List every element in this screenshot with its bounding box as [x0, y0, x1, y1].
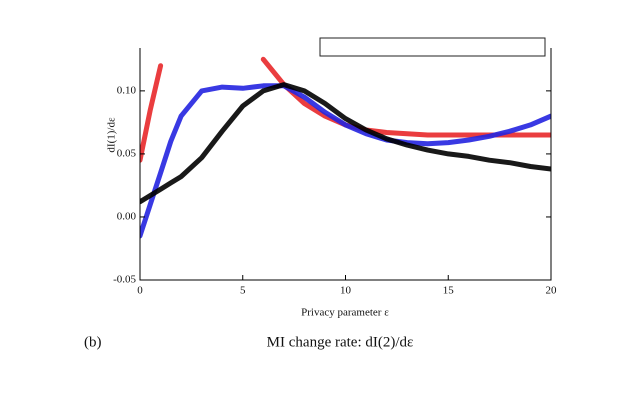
legend-box [319, 37, 546, 57]
x-tick-label: 15 [443, 285, 455, 297]
y-tick-label: -0.05 [113, 274, 136, 286]
caption: MI change rate: dI(2)/dε [267, 334, 414, 350]
y-tick-label: 0.05 [117, 147, 137, 159]
panel-label: (b) [84, 334, 102, 350]
x-axis-label: Privacy parameter ε [301, 307, 389, 319]
plot-area [140, 56, 551, 239]
axes-frame [139, 48, 552, 281]
x-tick-label: 0 [137, 285, 143, 297]
x-tick-label: 20 [546, 285, 558, 297]
series-line [140, 82, 551, 205]
y-tick-label: 0.10 [117, 84, 137, 96]
y-axis-label: dI(1)/dε [106, 117, 118, 153]
x-tick-label: 10 [340, 285, 352, 297]
series-line [140, 83, 551, 239]
x-tick-label: 5 [240, 285, 246, 297]
y-tick-label: 0.00 [117, 210, 137, 222]
series-line [140, 56, 551, 163]
